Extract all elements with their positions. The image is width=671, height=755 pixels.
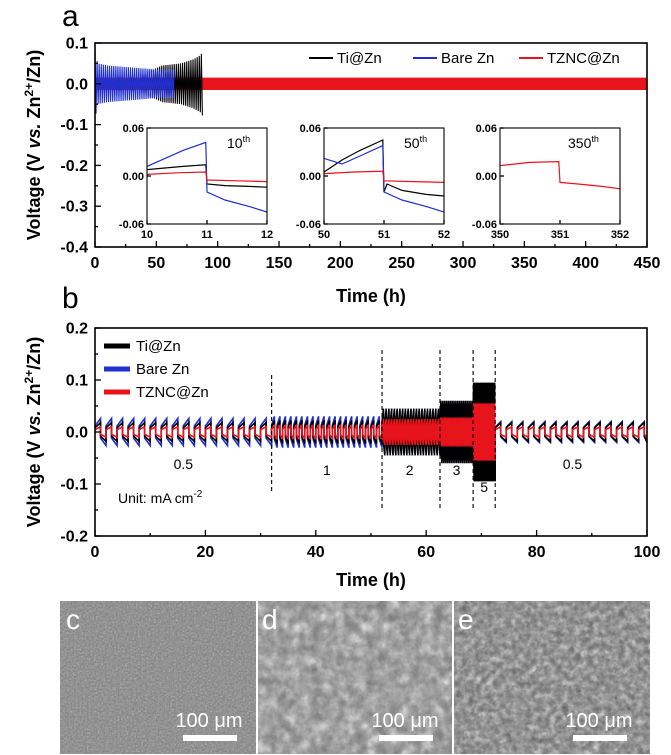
- inset-50-y-tick-label-0-00: 0.00: [300, 171, 321, 183]
- panel-b-x-tick-label-0: 0: [91, 544, 100, 561]
- panel-a-letter: a: [62, 0, 79, 33]
- panel-a-chart: a 0 50 100 150 200 250 300 350 400 450 0.1 0.0 -0.1 -…: [22, 0, 660, 306]
- micrograph-d-scale-label: 100 μm: [371, 710, 438, 732]
- inset-50-x-tick-label-50: 50: [318, 229, 330, 241]
- inset-10-x-tick-label-10: 10: [141, 229, 153, 241]
- panel-a-y-tick-label-0-0: 0.0: [66, 76, 88, 93]
- inset-50-x-tick-label-51: 51: [378, 229, 390, 241]
- micrograph-c-letter: c: [66, 604, 80, 635]
- micrograph-e: e 100 μm: [454, 601, 650, 754]
- segment-label-2: 2: [406, 462, 414, 478]
- panel-b-y-axis-title: Voltage (V vs. Zn2+/Zn): [22, 337, 44, 527]
- panel-a-x-tick-label-450: 450: [634, 255, 661, 272]
- legend-label-ti-zn: Ti@Zn: [337, 50, 382, 67]
- inset-50-cycle: 50 51 52 0.06 0.00 -0.06 50th: [296, 123, 450, 241]
- inset-50-x-tick-label-52: 52: [438, 229, 450, 241]
- panel-b-unit-annotation: Unit: mA cm-2: [118, 489, 203, 506]
- series-bare-zn: [95, 47, 175, 114]
- panel-b-y-tick-label-0-1: 0.1: [66, 373, 88, 390]
- panel-b-x-tick-label-100: 100: [634, 544, 661, 561]
- panel-a-y-tick-label-0-1: 0.1: [66, 36, 88, 53]
- panel-b-y-tick-label-0-2: -0.2: [60, 529, 88, 546]
- panel-b-x-tick-label-40: 40: [307, 544, 325, 561]
- panel-a-x-tick-label-100: 100: [204, 255, 231, 272]
- micrograph-d-scale-bar: [379, 735, 433, 741]
- panel-b-y-tick-label-0-2: 0.2: [66, 321, 88, 338]
- micrograph-e-scale-bar: [573, 735, 627, 741]
- inset-50-y-tick-label-0-06: -0.06: [296, 219, 321, 231]
- panel-b-legend: Ti@Zn Bare Zn TZNC@Zn: [104, 338, 209, 401]
- panel-a-x-axis-title: Time (h): [336, 286, 406, 306]
- panel-a-x-tick-label-300: 300: [450, 255, 477, 272]
- panel-a-legend: Ti@Zn Bare Zn TZNC@Zn: [309, 50, 620, 67]
- inset-350-series-tznc-zn: [500, 160, 620, 190]
- panel-a-x-tick-label-50: 50: [147, 255, 165, 272]
- panel-b-y-tick-label-0-1: -0.1: [60, 477, 88, 494]
- panel-a-y-tick-label-0-3: -0.3: [60, 199, 88, 216]
- panel-a-y-axis-title: Voltage (V vs. Zn2+/Zn): [22, 50, 44, 240]
- panel-b-y-tick-label-0-0: 0.0: [66, 425, 88, 442]
- inset-350-cycle-label: 350th: [568, 134, 599, 151]
- inset-50-y-tick-label-0-06: 0.06: [300, 123, 321, 135]
- panel-b-letter: b: [62, 282, 79, 315]
- inset-10-series-bare-zn: [147, 141, 267, 213]
- micrograph-d-letter: d: [262, 604, 278, 635]
- inset-10-series-tznc-zn: [147, 171, 267, 183]
- panel-a-y-tick-label-0-4: -0.4: [60, 240, 88, 257]
- inset-10-cycle-label: 10th: [227, 134, 250, 151]
- micrograph-c: c 100 μm: [60, 601, 256, 754]
- series-b-tznc-zn: [95, 403, 647, 461]
- inset-10-x-tick-label-12: 12: [261, 229, 273, 241]
- panel-b-x-axis-title: Time (h): [336, 570, 406, 590]
- legend-label-bare-zn-b: Bare Zn: [136, 361, 189, 378]
- micrograph-c-scale-label: 100 μm: [175, 710, 242, 732]
- inset-350-x-tick-label-350: 350: [491, 229, 509, 241]
- legend-label-bare-zn: Bare Zn: [441, 50, 494, 67]
- legend-label-ti-zn-b: Ti@Zn: [136, 338, 181, 355]
- inset-10-y-tick-label-0-06: 0.06: [123, 123, 144, 135]
- inset-350-y-tick-label-0-00: 0.00: [476, 171, 497, 183]
- panel-a-x-tick-label-400: 400: [572, 255, 599, 272]
- inset-10-y-tick-label-0-00: 0.00: [123, 171, 144, 183]
- legend-label-tznc-zn: TZNC@Zn: [547, 50, 620, 67]
- inset-10-y-tick-label-0-06: -0.06: [119, 219, 144, 231]
- legend-label-tznc-zn-b: TZNC@Zn: [136, 384, 209, 401]
- inset-50-series-bare-zn: [324, 144, 444, 213]
- panel-b-x-tick-label-80: 80: [528, 544, 546, 561]
- panel-b-x-tick-label-20: 20: [197, 544, 215, 561]
- panel-a-x-tick-label-0: 0: [91, 255, 100, 272]
- segment-label-3: 3: [453, 462, 461, 478]
- panel-a-y-tick-label-0-2: -0.2: [60, 158, 88, 175]
- inset-350-x-tick-label-351: 351: [551, 229, 569, 241]
- panel-b-chart: b 0 20 40 60 80 100 0.2 0.1 0.0 -0.1 -0.2 0.5 1 2 3 5 0…: [22, 282, 660, 590]
- micrograph-c-scale-bar: [183, 735, 237, 741]
- segment-label-5: 0.5: [563, 456, 583, 472]
- inset-350-x-tick-label-352: 352: [611, 229, 629, 241]
- inset-350-cycle: 350 351 352 0.06 0.00 -0.06 350th: [472, 123, 629, 241]
- panel-a-x-tick-label-150: 150: [266, 255, 293, 272]
- panel-a-y-tick-label-0-1: -0.1: [60, 117, 88, 134]
- segment-label-4: 5: [480, 479, 488, 495]
- inset-10-x-tick-label-11: 11: [201, 229, 213, 241]
- segment-label-1: 1: [323, 462, 331, 478]
- inset-350-y-tick-label-0-06: 0.06: [476, 123, 497, 135]
- panel-a-x-tick-label-350: 350: [511, 255, 538, 272]
- inset-50-series-tznc-zn: [324, 170, 444, 183]
- inset-10-cycle: 10 11 12 0.06 0.00 -0.06 10th: [119, 123, 273, 241]
- panel-b-x-tick-label-60: 60: [417, 544, 435, 561]
- sem-micrographs: c 100 μm d 100 μm e 100 μm: [60, 601, 650, 754]
- panel-a-x-tick-label-250: 250: [388, 255, 415, 272]
- micrograph-d: d 100 μm: [258, 601, 452, 754]
- micrograph-e-letter: e: [458, 604, 474, 635]
- inset-350-y-tick-label-0-06: -0.06: [472, 219, 497, 231]
- segment-label-0: 0.5: [174, 456, 194, 472]
- micrograph-e-scale-label: 100 μm: [565, 710, 632, 732]
- panel-a-x-tick-label-200: 200: [327, 255, 354, 272]
- inset-50-cycle-label: 50th: [404, 134, 427, 151]
